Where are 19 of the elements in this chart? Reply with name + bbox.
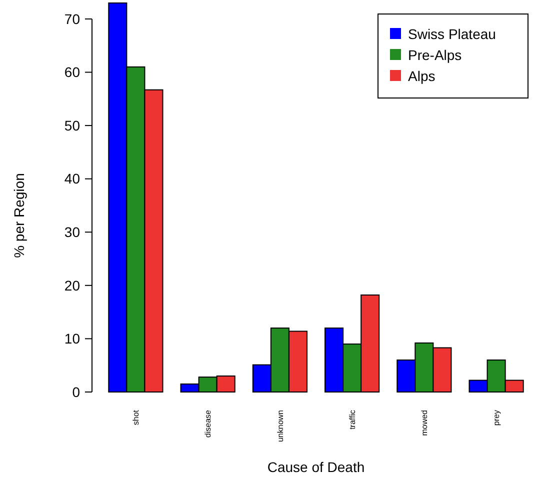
y-tick-label: 0 <box>72 384 80 400</box>
y-axis-title: % per Region <box>11 173 27 258</box>
y-tick-label: 20 <box>64 277 80 294</box>
x-axis-title: Cause of Death <box>267 459 365 475</box>
y-tick-label: 10 <box>64 330 80 347</box>
x-tick-label: unknown <box>276 410 285 442</box>
legend-label: Alps <box>408 68 436 84</box>
legend-label: Swiss Plateau <box>408 26 496 42</box>
y-tick-label: 30 <box>64 224 80 240</box>
x-tick-label: mowed <box>420 410 429 436</box>
y-tick-label: 60 <box>64 64 80 80</box>
x-tick-label: shot <box>132 409 140 426</box>
legend-label: Pre-Alps <box>408 46 462 63</box>
y-tick-label: 50 <box>64 117 80 134</box>
y-tick-label: 40 <box>64 170 80 187</box>
x-tick-label: prey <box>492 410 502 426</box>
x-tick-label: traffic <box>348 410 357 430</box>
y-tick-label: 70 <box>64 10 80 27</box>
x-tick-label: disease <box>204 409 213 438</box>
